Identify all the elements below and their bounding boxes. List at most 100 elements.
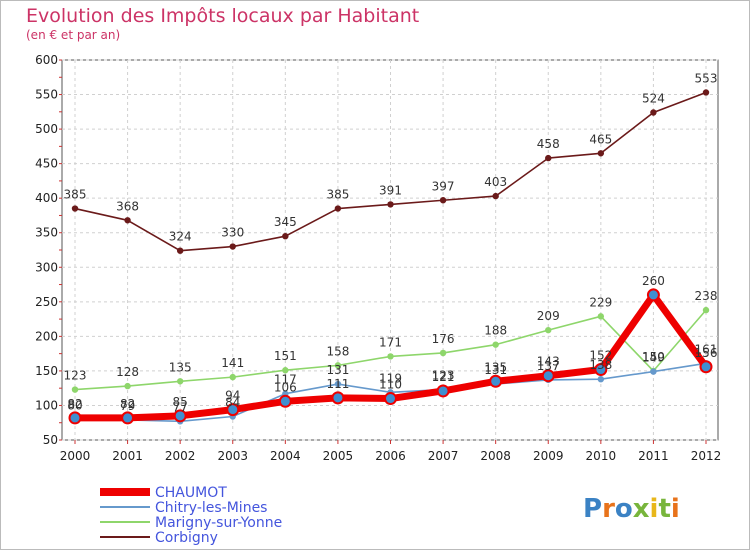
data-point-chitry-les-mines [597, 376, 605, 383]
data-label-chaumot: 110 [379, 378, 402, 392]
data-label-marigny-sur-yonne: 171 [379, 335, 402, 349]
data-point-marigny-sur-yonne [71, 386, 79, 393]
data-label-corbigny: 391 [379, 183, 402, 197]
data-point-marigny-sur-yonne [387, 353, 394, 360]
data-point-chaumot [173, 409, 187, 423]
y-tick-label: 100 [35, 398, 58, 412]
y-tick-label: 200 [35, 329, 58, 343]
data-point-chaumot [489, 374, 503, 388]
legend-label-chitry-les-mines: Chitry-les-Mines [155, 500, 267, 516]
data-point-marigny-sur-yonne [282, 367, 289, 374]
data-label-marigny-sur-yonne: 150 [642, 350, 665, 364]
brand-logo: Proxiti [583, 494, 680, 524]
data-label-marigny-sur-yonne: 151 [274, 349, 297, 363]
data-label-marigny-sur-yonne: 135 [169, 360, 192, 374]
data-point-marigny-sur-yonne [492, 341, 499, 348]
data-point-corbigny [545, 154, 552, 162]
data-label-chaumot: 94 [225, 389, 240, 403]
data-label-corbigny: 397 [432, 179, 455, 193]
y-tick-label: 600 [35, 53, 58, 67]
y-tick-label: 150 [35, 364, 58, 378]
data-point-corbigny [71, 205, 79, 212]
data-point-chaumot [278, 394, 292, 408]
y-tick-label: 550 [35, 88, 58, 102]
data-label-chaumot: 260 [642, 274, 665, 288]
brand-letter: i [650, 494, 659, 524]
data-label-marigny-sur-yonne: 128 [116, 365, 139, 379]
data-label-marigny-sur-yonne: 123 [64, 369, 87, 383]
data-point-marigny-sur-yonne [229, 373, 236, 381]
data-label-chaumot: 111 [326, 377, 349, 391]
data-point-chitry-les-mines [650, 368, 657, 375]
data-label-chaumot: 156 [695, 346, 718, 360]
data-label-chitry-les-mines: 131 [484, 363, 507, 377]
data-point-corbigny [597, 150, 605, 157]
y-tick-label: 250 [35, 295, 58, 309]
x-tick-label: 2004 [270, 449, 301, 463]
legend-label-marigny-sur-yonne: Marigny-sur-Yonne [155, 515, 282, 531]
data-label-corbigny: 324 [169, 230, 192, 244]
x-tick-label: 2009 [533, 449, 564, 463]
data-point-chaumot [541, 369, 555, 383]
data-point-corbigny [334, 205, 342, 212]
y-tick-label: 500 [35, 122, 58, 136]
data-point-corbigny [439, 197, 447, 204]
x-tick-label: 2012 [691, 449, 722, 463]
legend: CHAUMOTChitry-les-MinesMarigny-sur-Yonne… [100, 485, 282, 546]
data-point-chaumot [121, 411, 135, 425]
data-label-corbigny: 330 [221, 226, 244, 240]
chart-title: Evolution des Impôts locaux par Habitant [26, 5, 419, 27]
data-label-corbigny: 524 [642, 92, 665, 106]
data-point-corbigny [282, 232, 289, 240]
series-layer [68, 89, 713, 425]
brand-letter: x [633, 494, 650, 524]
x-tick-label: 2002 [165, 449, 196, 463]
data-label-chaumot: 152 [589, 349, 612, 363]
data-label-marigny-sur-yonne: 176 [432, 332, 455, 346]
data-label-corbigny: 458 [537, 137, 560, 151]
x-tick-label: 2003 [217, 449, 248, 463]
data-point-corbigny [492, 192, 499, 200]
legend-label-corbigny: Corbigny [155, 530, 218, 546]
data-point-marigny-sur-yonne [545, 326, 552, 334]
y-tick-label: 50 [43, 433, 58, 447]
data-point-marigny-sur-yonne [597, 313, 605, 320]
data-label-chitry-les-mines: 138 [589, 358, 612, 372]
data-point-marigny-sur-yonne [334, 362, 342, 369]
data-label-chaumot: 106 [274, 380, 297, 394]
data-point-marigny-sur-yonne [439, 349, 447, 357]
data-label-chitry-les-mines: 77 [173, 400, 188, 414]
data-label-chitry-les-mines: 119 [379, 371, 402, 385]
data-point-corbigny [124, 217, 131, 224]
data-label-chitry-les-mines: 137 [537, 359, 560, 373]
data-label-chitry-les-mines: 161 [695, 342, 718, 356]
legend-label-chaumot: CHAUMOT [155, 485, 227, 501]
data-label-corbigny: 345 [274, 215, 297, 229]
data-label-marigny-sur-yonne: 188 [484, 324, 507, 338]
data-label-corbigny: 385 [326, 188, 349, 202]
x-tick-label: 2011 [638, 449, 669, 463]
data-label-corbigny: 368 [116, 199, 139, 213]
data-point-chaumot [646, 288, 660, 302]
data-label-chitry-les-mines: 149 [642, 351, 665, 365]
data-label-chaumot: 85 [173, 395, 188, 409]
y-tick-label: 350 [35, 226, 58, 240]
x-tick-label: 2006 [375, 449, 406, 463]
data-label-chaumot: 82 [67, 397, 82, 411]
data-point-chaumot [594, 363, 608, 377]
data-point-chaumot [384, 392, 397, 406]
x-tick-label: 2005 [323, 449, 354, 463]
data-label-chaumot: 82 [120, 397, 135, 411]
axis-layer: 50 100 150 200 250 300 350 400 450 500 550 600 2000 2… [35, 53, 721, 463]
data-label-corbigny: 385 [64, 188, 87, 202]
data-label-chitry-les-mines: 79 [120, 399, 135, 413]
x-tick-label: 2000 [60, 449, 91, 463]
chart-subtitle: (en € et par an) [26, 28, 120, 42]
data-label-layer: 385 368 324 330 345 385 391 397 403 458 465 524 553 1… [64, 71, 718, 414]
data-label-chitry-les-mines: 117 [274, 373, 297, 387]
brand-letter: i [671, 494, 680, 524]
data-point-chaumot [68, 411, 82, 425]
data-point-marigny-sur-yonne [124, 382, 131, 390]
